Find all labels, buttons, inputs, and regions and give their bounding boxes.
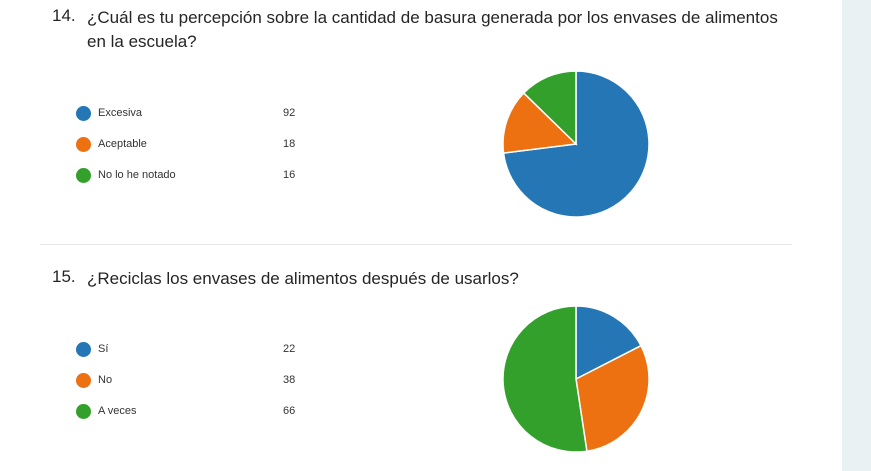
pie-slice-no-lo-he-notado[interactable]	[522, 70, 577, 146]
legend-label: Aceptable	[98, 138, 147, 150]
legend-swatch	[76, 137, 91, 152]
pie-chart-q14	[502, 70, 650, 218]
legend-label: Excesiva	[98, 107, 143, 119]
legend-item-no: No 38	[76, 371, 306, 391]
section-divider	[40, 244, 792, 245]
legend-item-si: Sí 22	[76, 340, 306, 360]
legend-label: A veces	[98, 405, 137, 417]
legend-count: 92	[283, 107, 296, 119]
question-text: ¿Cuál es tu percepción sobre la cantidad…	[87, 8, 778, 51]
pie-slice-no[interactable]	[575, 344, 650, 453]
pie-slice-a-veces[interactable]	[502, 305, 588, 453]
legend-count: 16	[283, 169, 296, 181]
side-panel	[842, 0, 871, 471]
pie-chart-q15	[502, 305, 650, 453]
legend-swatch	[76, 404, 91, 419]
question-number: 14.	[52, 6, 76, 25]
legend-swatch	[76, 106, 91, 121]
legend-item-aceptable: Aceptable 18	[76, 135, 306, 155]
legend-label: Sí	[98, 343, 109, 355]
legend-item-no-lo-he-notado: No lo he notado 16	[76, 166, 306, 186]
legend-count: 38	[283, 374, 296, 386]
pie-slice-aceptable[interactable]	[502, 91, 578, 154]
legend-item-a-veces: A veces 66	[76, 402, 306, 422]
pie-slice-sí[interactable]	[575, 305, 642, 381]
legend-label: No lo he notado	[98, 169, 176, 181]
legend-count: 22	[283, 343, 296, 355]
legend-swatch	[76, 342, 91, 357]
legend-item-excesiva: Excesiva 92	[76, 104, 306, 124]
question-text: ¿Reciclas los envases de alimentos despu…	[87, 269, 519, 288]
legend-label: No	[98, 374, 113, 386]
legend-swatch	[76, 168, 91, 183]
legend-count: 18	[283, 138, 296, 150]
legend-swatch	[76, 373, 91, 388]
legend-count: 66	[283, 405, 296, 417]
question-number: 15.	[52, 267, 76, 286]
